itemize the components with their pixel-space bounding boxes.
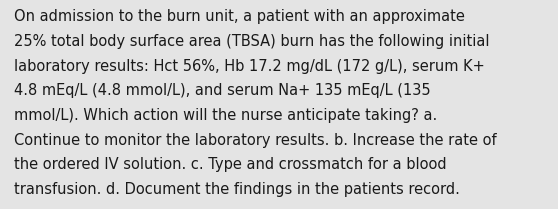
Text: mmol/L). Which action will the nurse anticipate taking? a.: mmol/L). Which action will the nurse ant…	[14, 108, 437, 123]
Text: the ordered IV solution. c. Type and crossmatch for a blood: the ordered IV solution. c. Type and cro…	[14, 157, 446, 172]
Text: 4.8 mEq/L (4.8 mmol/L), and serum Na+ 135 mEq/L (135: 4.8 mEq/L (4.8 mmol/L), and serum Na+ 13…	[14, 83, 431, 98]
Text: transfusion. d. Document the findings in the patients record.: transfusion. d. Document the findings in…	[14, 182, 460, 197]
Text: laboratory results: Hct 56%, Hb 17.2 mg/dL (172 g/L), serum K+: laboratory results: Hct 56%, Hb 17.2 mg/…	[14, 59, 485, 74]
Text: 25% total body surface area (TBSA) burn has the following initial: 25% total body surface area (TBSA) burn …	[14, 34, 489, 49]
Text: On admission to the burn unit, a patient with an approximate: On admission to the burn unit, a patient…	[14, 9, 465, 24]
Text: Continue to monitor the laboratory results. b. Increase the rate of: Continue to monitor the laboratory resul…	[14, 133, 497, 148]
